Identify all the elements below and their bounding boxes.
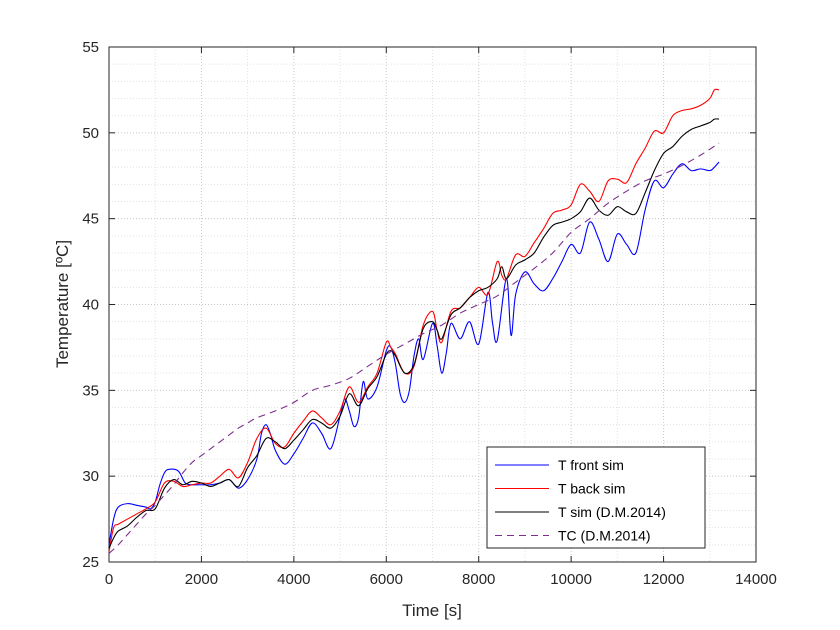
series-line-tc-d-m-2014 [108,142,720,554]
legend-label-t-sim-d-m-2014: T sim (D.M.2014) [558,504,666,520]
x-tick-label: 0 [105,571,113,588]
y-tick-label: 40 [82,297,99,314]
y-tick-label: 50 [82,125,99,142]
ticks [108,46,757,563]
x-tick-label: 4000 [277,571,310,588]
x-tick-label: 8000 [462,571,495,588]
y-axis-title: Temperature [ºC] [53,240,72,368]
legend-label-t-back-sim: T back sim [558,481,625,497]
legend-label-tc-d-m-2014: TC (D.M.2014) [558,528,651,544]
legend: T front sim T back sim T sim (D.M.2014) TC … [486,446,706,549]
x-tick-label: 6000 [370,571,403,588]
y-tick-label: 25 [82,554,99,571]
series-line-t-sim-d-m-2014 [108,118,720,549]
y-tick-labels: 25 30 35 40 45 50 55 [82,39,99,571]
series-line-t-front-sim [108,161,720,545]
y-tick-label: 30 [82,468,99,485]
x-tick-label: 14000 [735,571,777,588]
x-tick-label: 2000 [185,571,218,588]
legend-box [486,446,706,549]
y-tick-label: 35 [82,382,99,399]
y-tick-label: 55 [82,39,99,56]
series-group [108,88,720,554]
y-tick-label: 45 [82,211,99,228]
x-tick-labels: 0 2000 4000 6000 8000 10000 12000 14000 [105,571,777,588]
x-tick-label: 12000 [643,571,685,588]
x-axis-title: Time [s] [402,601,462,620]
legend-label-t-front-sim: T front sim [558,457,624,473]
x-tick-label: 10000 [550,571,592,588]
legend-items: T front sim T back sim T sim (D.M.2014) TC … [495,457,666,544]
